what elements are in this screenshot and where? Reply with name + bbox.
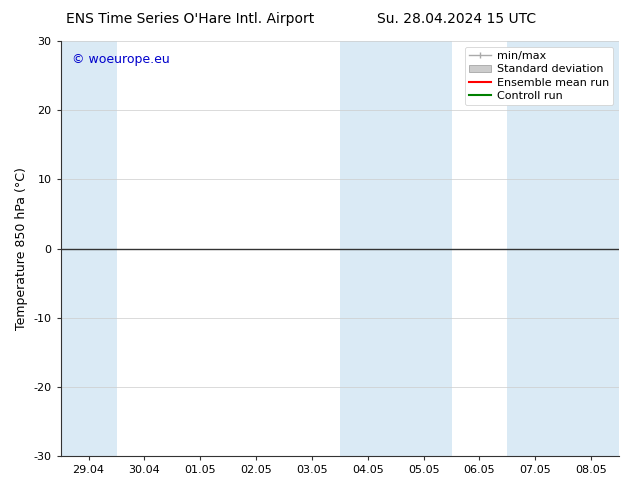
Bar — [61, 41, 117, 456]
Legend: min/max, Standard deviation, Ensemble mean run, Controll run: min/max, Standard deviation, Ensemble me… — [465, 47, 614, 105]
Text: Su. 28.04.2024 15 UTC: Su. 28.04.2024 15 UTC — [377, 12, 536, 26]
Y-axis label: Temperature 850 hPa (°C): Temperature 850 hPa (°C) — [15, 167, 28, 330]
Text: © woeurope.eu: © woeurope.eu — [72, 53, 170, 67]
Text: ENS Time Series O'Hare Intl. Airport: ENS Time Series O'Hare Intl. Airport — [66, 12, 314, 26]
Bar — [340, 41, 451, 456]
Bar — [507, 41, 619, 456]
